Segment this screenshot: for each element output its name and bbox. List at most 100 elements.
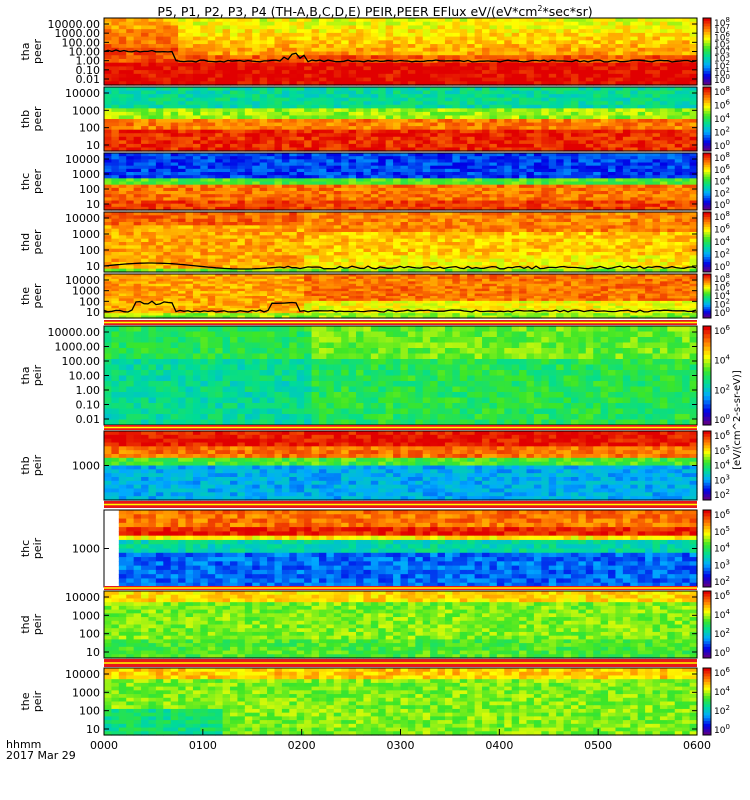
spectrogram-cell <box>630 143 639 149</box>
spectrogram-cell <box>548 126 557 131</box>
spectrogram-cell <box>296 29 305 34</box>
spectrogram-cell <box>341 156 350 160</box>
spectrogram-cell <box>548 73 557 79</box>
spectrogram-cell <box>489 129 498 134</box>
spectrogram-cell <box>563 147 572 152</box>
spectrogram-cell <box>341 187 350 192</box>
spectrogram-cell <box>645 66 654 71</box>
spectrogram-cell <box>311 122 320 127</box>
spectrogram-cell <box>215 218 224 223</box>
colorbar-cell <box>703 155 711 159</box>
spectrogram-cell <box>667 119 676 124</box>
spectrogram-cell <box>111 40 120 45</box>
spectrogram-cell <box>133 228 142 233</box>
spectrogram-cell <box>415 115 424 120</box>
spectrogram-cell <box>178 147 187 152</box>
colorbar-cell <box>703 148 711 152</box>
spectrogram-cell <box>252 40 261 45</box>
spectrogram-cell <box>141 122 150 127</box>
spectrogram-cell <box>459 81 468 86</box>
spectrogram-cell <box>548 111 557 117</box>
spectrogram-cell <box>318 119 327 124</box>
spectrogram-cell <box>259 55 268 60</box>
spectrogram-cell <box>237 168 246 173</box>
spectrogram-cell <box>563 126 572 131</box>
spectrogram-cell <box>118 44 127 49</box>
spectrogram-cell <box>459 62 468 67</box>
spectrogram-cell <box>267 40 276 45</box>
spectrogram-cell <box>622 200 631 205</box>
spectrogram-cell <box>111 194 120 198</box>
spectrogram-cell <box>200 203 209 208</box>
spectrogram-cell <box>170 191 179 195</box>
spectrogram-cell <box>556 77 565 82</box>
spectrogram-cell <box>600 175 609 179</box>
spectrogram-cell <box>304 175 313 179</box>
spectrogram-cell <box>689 44 698 49</box>
spectrogram-cell <box>333 18 342 23</box>
spectrogram-cell <box>311 115 320 120</box>
spectrogram-cell <box>600 168 609 173</box>
spectrogram-cell <box>326 73 335 79</box>
spectrogram-cell <box>393 55 402 60</box>
spectrogram-cell <box>400 87 409 92</box>
spectrogram-cell <box>311 228 320 233</box>
spectrogram-cell <box>274 222 283 226</box>
spectrogram-cell <box>645 119 654 124</box>
spectrogram-cell <box>148 115 157 120</box>
spectrogram-cell <box>489 133 498 138</box>
spectrogram-cell <box>289 111 298 117</box>
colorbar-cell <box>703 95 711 99</box>
spectrogram-cell <box>192 197 201 202</box>
spectrogram-cell <box>482 191 491 195</box>
spectrogram-cell <box>467 40 476 45</box>
spectrogram-cell <box>274 136 283 141</box>
spectrogram-cell <box>637 143 646 149</box>
spectrogram-cell <box>474 47 483 53</box>
spectrogram-cell <box>230 178 239 183</box>
spectrogram-cell <box>244 258 253 263</box>
spectrogram-cell <box>659 108 668 113</box>
spectrogram-cell <box>659 44 668 49</box>
spectrogram-cell <box>400 133 409 138</box>
spectrogram-cell <box>281 153 290 157</box>
spectrogram-cell <box>163 21 172 27</box>
spectrogram-cell <box>593 172 602 176</box>
spectrogram-cell <box>155 181 164 186</box>
spectrogram-cell <box>489 159 498 164</box>
spectrogram-cell <box>430 140 439 145</box>
spectrogram-cell <box>667 62 676 67</box>
spectrogram-cell <box>141 47 150 53</box>
spectrogram-cell <box>674 140 683 145</box>
spectrogram-cell <box>244 225 253 230</box>
spectrogram-cell <box>170 232 179 236</box>
spectrogram-cell <box>667 25 676 30</box>
spectrogram-cell <box>333 178 342 183</box>
spectrogram-cell <box>393 165 402 170</box>
spectrogram-cell <box>163 36 172 41</box>
spectrogram-cell <box>504 111 513 117</box>
spectrogram-cell <box>652 147 661 152</box>
spectrogram-cell <box>296 129 305 134</box>
spectrogram-cell <box>570 47 579 53</box>
spectrogram-cell <box>489 119 498 124</box>
spectrogram-cell <box>363 129 372 134</box>
spectrogram-cell <box>237 147 246 152</box>
spectrogram-cell <box>407 175 416 179</box>
spectrogram-cell <box>348 90 357 95</box>
spectrogram-cell <box>296 203 305 208</box>
spectrogram-cell <box>444 44 453 49</box>
colorbar-cell <box>703 162 711 166</box>
spectrogram-cell <box>267 147 276 152</box>
spectrogram-cell <box>207 143 216 149</box>
spectrogram-cell <box>430 115 439 120</box>
spectrogram-cell <box>548 77 557 82</box>
spectrogram-cell <box>659 153 668 157</box>
spectrogram-cell <box>378 165 387 170</box>
spectrogram-cell <box>363 73 372 79</box>
spectrogram-cell <box>259 111 268 117</box>
spectrogram-cell <box>363 140 372 145</box>
spectrogram-cell <box>504 187 513 192</box>
spectrogram-cell <box>237 136 246 141</box>
